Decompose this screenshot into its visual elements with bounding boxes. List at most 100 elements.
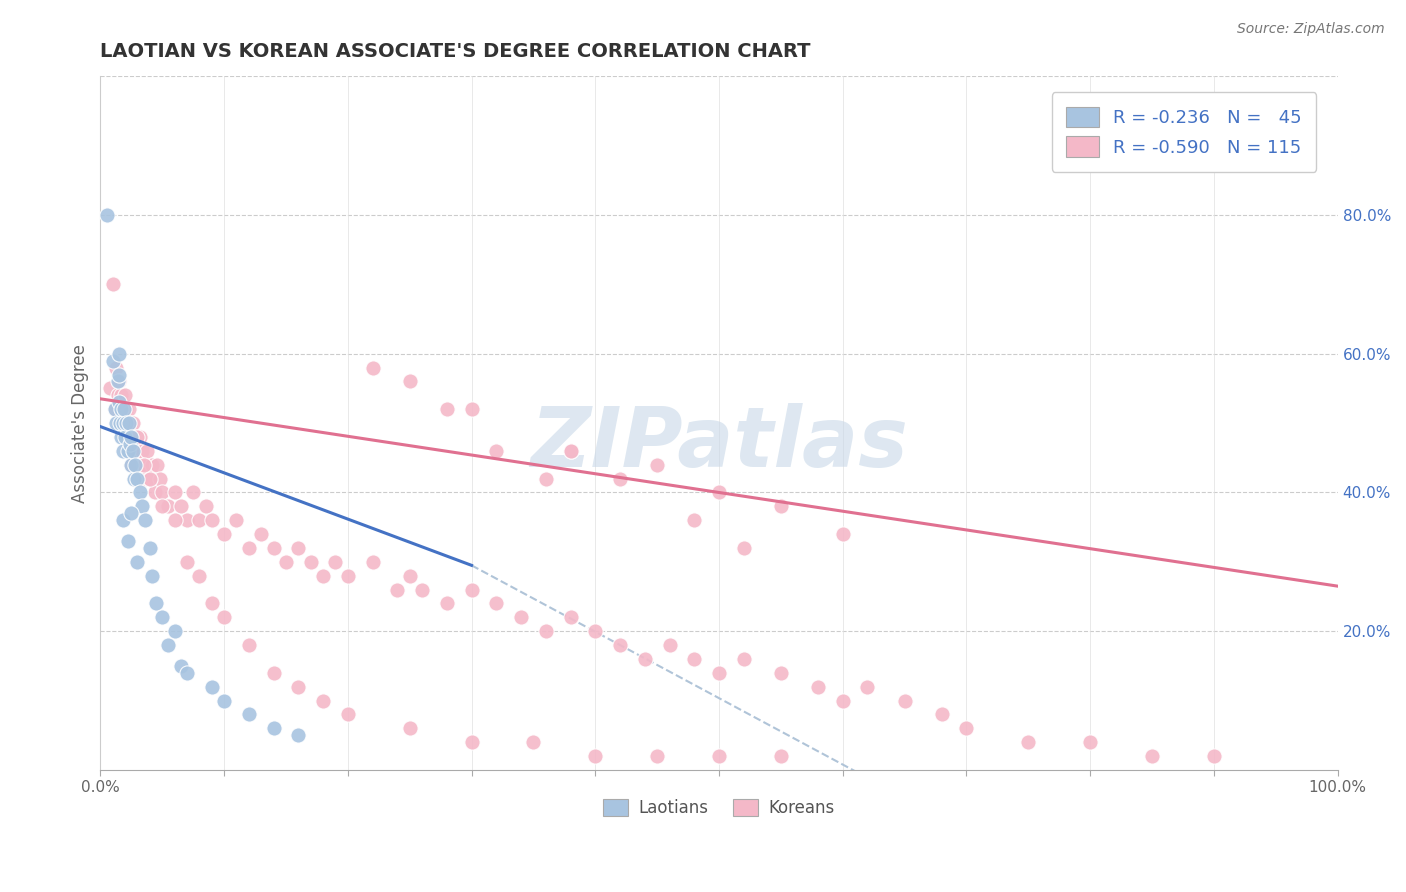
Point <box>325 555 347 569</box>
Point <box>139 541 162 555</box>
Point <box>534 472 557 486</box>
Point <box>225 513 247 527</box>
Point <box>212 610 235 624</box>
Point <box>176 555 198 569</box>
Point <box>108 416 131 430</box>
Point <box>336 568 359 582</box>
Point <box>150 485 173 500</box>
Point <box>117 430 139 444</box>
Y-axis label: Associate's Degree: Associate's Degree <box>72 343 89 502</box>
Point <box>163 513 186 527</box>
Point <box>127 430 149 444</box>
Point <box>150 500 173 514</box>
Point <box>114 388 136 402</box>
Point <box>769 665 792 680</box>
Point <box>127 555 149 569</box>
Point <box>111 513 134 527</box>
Point <box>336 707 359 722</box>
Point <box>136 443 159 458</box>
Point <box>609 472 631 486</box>
Point <box>1202 749 1225 764</box>
Point <box>201 513 224 527</box>
Text: LAOTIAN VS KOREAN ASSOCIATE'S DEGREE CORRELATION CHART: LAOTIAN VS KOREAN ASSOCIATE'S DEGREE COR… <box>100 42 811 61</box>
Point <box>398 568 420 582</box>
Point <box>141 568 163 582</box>
Point <box>312 693 335 707</box>
Point <box>436 402 458 417</box>
Point <box>129 485 152 500</box>
Point <box>117 443 139 458</box>
Point <box>287 680 309 694</box>
Point <box>120 506 142 520</box>
Point <box>1017 735 1039 749</box>
Point <box>707 485 730 500</box>
Point <box>856 680 879 694</box>
Point <box>96 208 118 222</box>
Point <box>212 527 235 541</box>
Point <box>117 534 139 549</box>
Point <box>115 402 138 417</box>
Point <box>398 722 420 736</box>
Point <box>238 541 260 555</box>
Point <box>157 500 180 514</box>
Point <box>522 735 544 749</box>
Point <box>129 430 152 444</box>
Point <box>583 624 606 639</box>
Point <box>157 638 180 652</box>
Point <box>201 597 224 611</box>
Point <box>287 541 309 555</box>
Point <box>176 513 198 527</box>
Point <box>645 458 668 472</box>
Point <box>188 568 211 582</box>
Point <box>108 375 131 389</box>
Point <box>645 749 668 764</box>
Point <box>108 395 131 409</box>
Point <box>707 749 730 764</box>
Point <box>131 443 153 458</box>
Text: ZIPatlas: ZIPatlas <box>530 403 908 484</box>
Point <box>299 555 322 569</box>
Point <box>118 416 141 430</box>
Point <box>139 472 162 486</box>
Point <box>118 437 141 451</box>
Point <box>110 388 132 402</box>
Point <box>112 416 135 430</box>
Point <box>120 430 142 444</box>
Point <box>250 527 273 541</box>
Point <box>238 707 260 722</box>
Point <box>287 728 309 742</box>
Legend: Laotians, Koreans: Laotians, Koreans <box>596 793 841 824</box>
Point <box>146 458 169 472</box>
Point <box>460 735 482 749</box>
Point <box>139 472 162 486</box>
Point <box>122 472 145 486</box>
Point <box>485 597 508 611</box>
Point <box>263 722 285 736</box>
Point <box>115 416 138 430</box>
Point <box>107 375 129 389</box>
Point <box>134 472 156 486</box>
Point <box>1140 749 1163 764</box>
Point <box>111 443 134 458</box>
Point <box>124 430 146 444</box>
Point <box>114 430 136 444</box>
Point <box>583 749 606 764</box>
Point <box>120 458 142 472</box>
Point <box>121 443 143 458</box>
Point <box>101 277 124 292</box>
Point <box>163 624 186 639</box>
Point <box>181 485 204 500</box>
Point <box>485 443 508 458</box>
Point <box>807 680 830 694</box>
Point <box>170 659 193 673</box>
Point <box>121 416 143 430</box>
Point <box>460 402 482 417</box>
Point <box>658 638 681 652</box>
Point <box>560 443 582 458</box>
Point <box>634 652 657 666</box>
Point <box>176 665 198 680</box>
Point <box>108 368 131 382</box>
Point <box>143 485 166 500</box>
Point <box>110 402 132 417</box>
Point <box>769 500 792 514</box>
